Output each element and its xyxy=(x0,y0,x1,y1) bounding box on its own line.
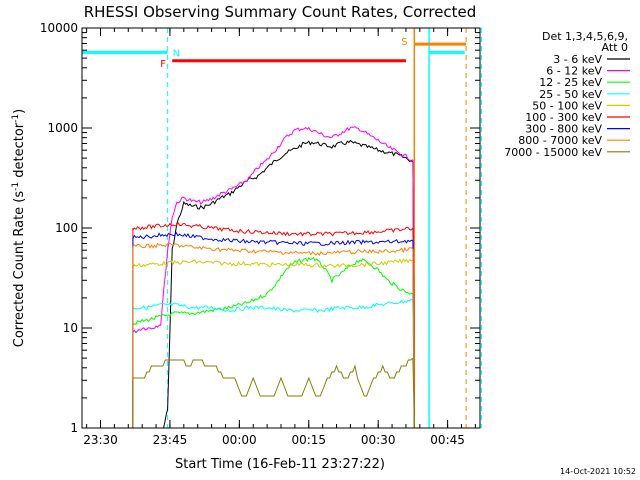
chart-title: RHESSI Observing Summary Count Rates, Co… xyxy=(84,3,477,21)
legend-label-6: 300 - 800 keV xyxy=(525,123,602,136)
x-tick-label-4: 00:30 xyxy=(361,433,396,447)
x-axis-label: Start Time (16-Feb-11 23:27:22) xyxy=(175,457,385,472)
legend-label-7: 800 - 7000 keV xyxy=(518,134,602,147)
footer-timestamp: 14-Oct-2021 10:52 xyxy=(560,467,636,476)
y-tick-label-0: 1 xyxy=(70,421,78,435)
x-tick-label-0: 23:30 xyxy=(83,433,118,447)
series-line-7 xyxy=(132,242,414,257)
series-line-6 xyxy=(132,231,413,246)
legend-label-0: 3 - 6 keV xyxy=(553,53,602,66)
legend-label-3: 25 - 50 keV xyxy=(539,88,602,101)
series-drop-8 xyxy=(412,358,415,429)
legend-header-line1: Det 1,3,4,5,6,9, xyxy=(542,30,628,43)
series-line-5 xyxy=(132,221,414,237)
status-bar-label-2: S xyxy=(401,37,407,48)
series-line-4 xyxy=(132,258,414,268)
series-line-8 xyxy=(132,357,414,397)
x-tick-label-5: 00:45 xyxy=(430,433,465,447)
y-tick-label-4: 10000 xyxy=(40,21,78,35)
series-line-2 xyxy=(132,256,413,326)
status-bar-label-1: F xyxy=(160,59,166,70)
y-axis-label: Corrected Count Rate (s-1 detector-1) xyxy=(11,109,27,347)
series-line-1 xyxy=(132,126,414,334)
legend-label-2: 12 - 25 keV xyxy=(539,76,602,89)
y-axis-ticks: 1 10 100 1000 10000 xyxy=(40,21,480,435)
x-tick-label-2: 00:00 xyxy=(222,433,257,447)
x-tick-label-1: 23:45 xyxy=(153,433,188,447)
x-axis-ticks: 23:30 23:45 00:00 00:15 00:30 00:45 xyxy=(83,28,476,447)
y-tick-label-2: 100 xyxy=(55,221,78,235)
plot-area: NF S xyxy=(82,28,482,429)
legend-label-1: 6 - 12 keV xyxy=(546,65,602,78)
y-tick-label-3: 1000 xyxy=(47,121,78,135)
legend-header-line2: Att 0 xyxy=(602,41,628,54)
legend-label-4: 50 - 100 keV xyxy=(532,99,602,112)
legend-label-8: 7000 - 15000 keV xyxy=(504,146,602,159)
x-tick-label-3: 00:15 xyxy=(291,433,326,447)
y-tick-label-1: 10 xyxy=(63,321,78,335)
legend-label-5: 100 - 300 keV xyxy=(525,111,602,124)
status-bar-label-0: N xyxy=(173,48,180,59)
series-line-3 xyxy=(132,298,414,314)
series-line-0 xyxy=(163,139,414,429)
